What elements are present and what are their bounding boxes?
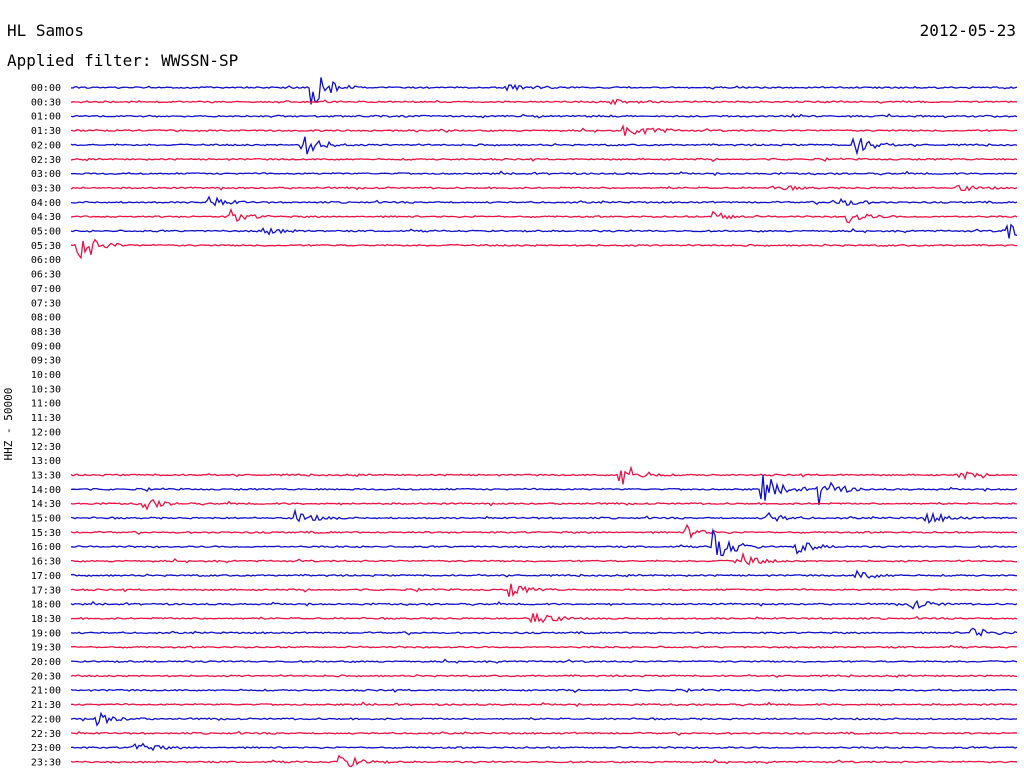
row-label: 00:00 [31,83,61,94]
trace-line-0230 [70,157,1018,163]
trace-line-2230 [70,730,1018,736]
trace-line-1430 [70,498,1018,511]
trace-line-0330 [70,184,1018,192]
trace-line-2100 [70,687,1018,694]
row-label: 20:30 [31,671,61,682]
trace-line-1530 [70,523,1018,540]
row-label: 22:00 [31,714,61,725]
row-label: 14:00 [31,485,61,496]
trace-line-2030 [70,673,1018,679]
trace-line-1900 [70,627,1018,637]
trace-line-1600 [70,527,1018,557]
trace-line-2300 [70,742,1018,752]
row-label: 21:00 [31,686,61,697]
row-label: 09:30 [31,356,61,367]
row-label: 19:00 [31,628,61,639]
row-label: 02:00 [31,140,61,151]
row-label: 23:30 [31,757,61,768]
row-label: 07:30 [31,298,61,309]
filter-value: WWSSN-SP [161,51,239,70]
row-label: 18:30 [31,614,61,625]
row-label: 12:30 [31,442,61,453]
trace-line-0430 [70,207,1018,224]
trace-line-1630 [71,551,1018,566]
row-label: 10:30 [31,384,61,395]
trace-line-1730 [70,583,1018,598]
row-label: 20:00 [31,657,61,668]
trace-line-2330 [70,754,1018,768]
row-label: 03:30 [31,183,61,194]
trace-line-1930 [70,644,1018,649]
row-label: 11:00 [31,399,61,410]
station-name: HL Samos [7,21,85,40]
trace-line-0400 [70,195,1018,207]
seismic-traces [70,77,1018,768]
trace-line-1800 [70,599,1018,610]
row-label: 15:00 [31,514,61,525]
row-label: 15:30 [31,528,61,539]
row-label: 17:00 [31,571,61,582]
trace-line-1830 [70,611,1018,624]
trace-line-0100 [70,113,1018,119]
row-label: 13:30 [31,470,61,481]
trace-line-0200 [70,136,1018,156]
trace-line-1500 [70,508,1018,525]
row-label: 16:30 [31,557,61,568]
filter-label: Applied filter: [7,51,152,70]
row-label: 04:00 [31,198,61,209]
row-label: 01:00 [31,112,61,123]
row-labels: 00:00 00:30 01:00 01:30 02:00 02:30 03:00 03:30… [31,83,61,768]
trace-line-0030 [70,98,1018,106]
row-label: 06:30 [31,270,61,281]
trace-line-0500 [70,223,1018,239]
row-label: 16:00 [31,542,61,553]
row-label: 21:30 [31,700,61,711]
row-label: 01:30 [31,126,61,137]
record-date: 2012-05-23 [919,21,1016,40]
row-label: 08:00 [31,313,61,324]
row-label: 22:30 [31,729,61,740]
trace-line-0130 [70,123,1018,136]
row-label: 19:30 [31,643,61,654]
trace-line-1400 [70,475,1018,506]
row-label: 12:00 [31,427,61,438]
row-label: 09:00 [31,341,61,352]
row-label: 00:30 [31,97,61,108]
row-label: 06:00 [31,255,61,266]
trace-line-0300 [70,170,1018,177]
row-label: 17:30 [31,585,61,596]
trace-line-2000 [70,658,1018,664]
row-label: 11:30 [31,413,61,424]
row-label: 04:30 [31,212,61,223]
row-label: 10:00 [31,370,61,381]
row-label: 05:30 [31,241,61,252]
row-label: 07:00 [31,284,61,295]
trace-line-0000 [70,77,1018,105]
trace-line-2130 [70,701,1018,708]
row-label: 23:00 [31,743,61,754]
row-label: 02:30 [31,155,61,166]
row-label: 05:00 [31,227,61,238]
trace-line-2200 [70,711,1018,727]
row-label: 18:00 [31,600,61,611]
row-label: 08:30 [31,327,61,338]
trace-line-0530 [70,238,1018,260]
row-label: 14:30 [31,499,61,510]
filter-line: Applied filter: WWSSN-SP [7,51,238,70]
trace-line-1330 [70,465,1018,485]
row-label: 03:00 [31,169,61,180]
row-label: 13:00 [31,456,61,467]
trace-line-1700 [70,569,1018,579]
